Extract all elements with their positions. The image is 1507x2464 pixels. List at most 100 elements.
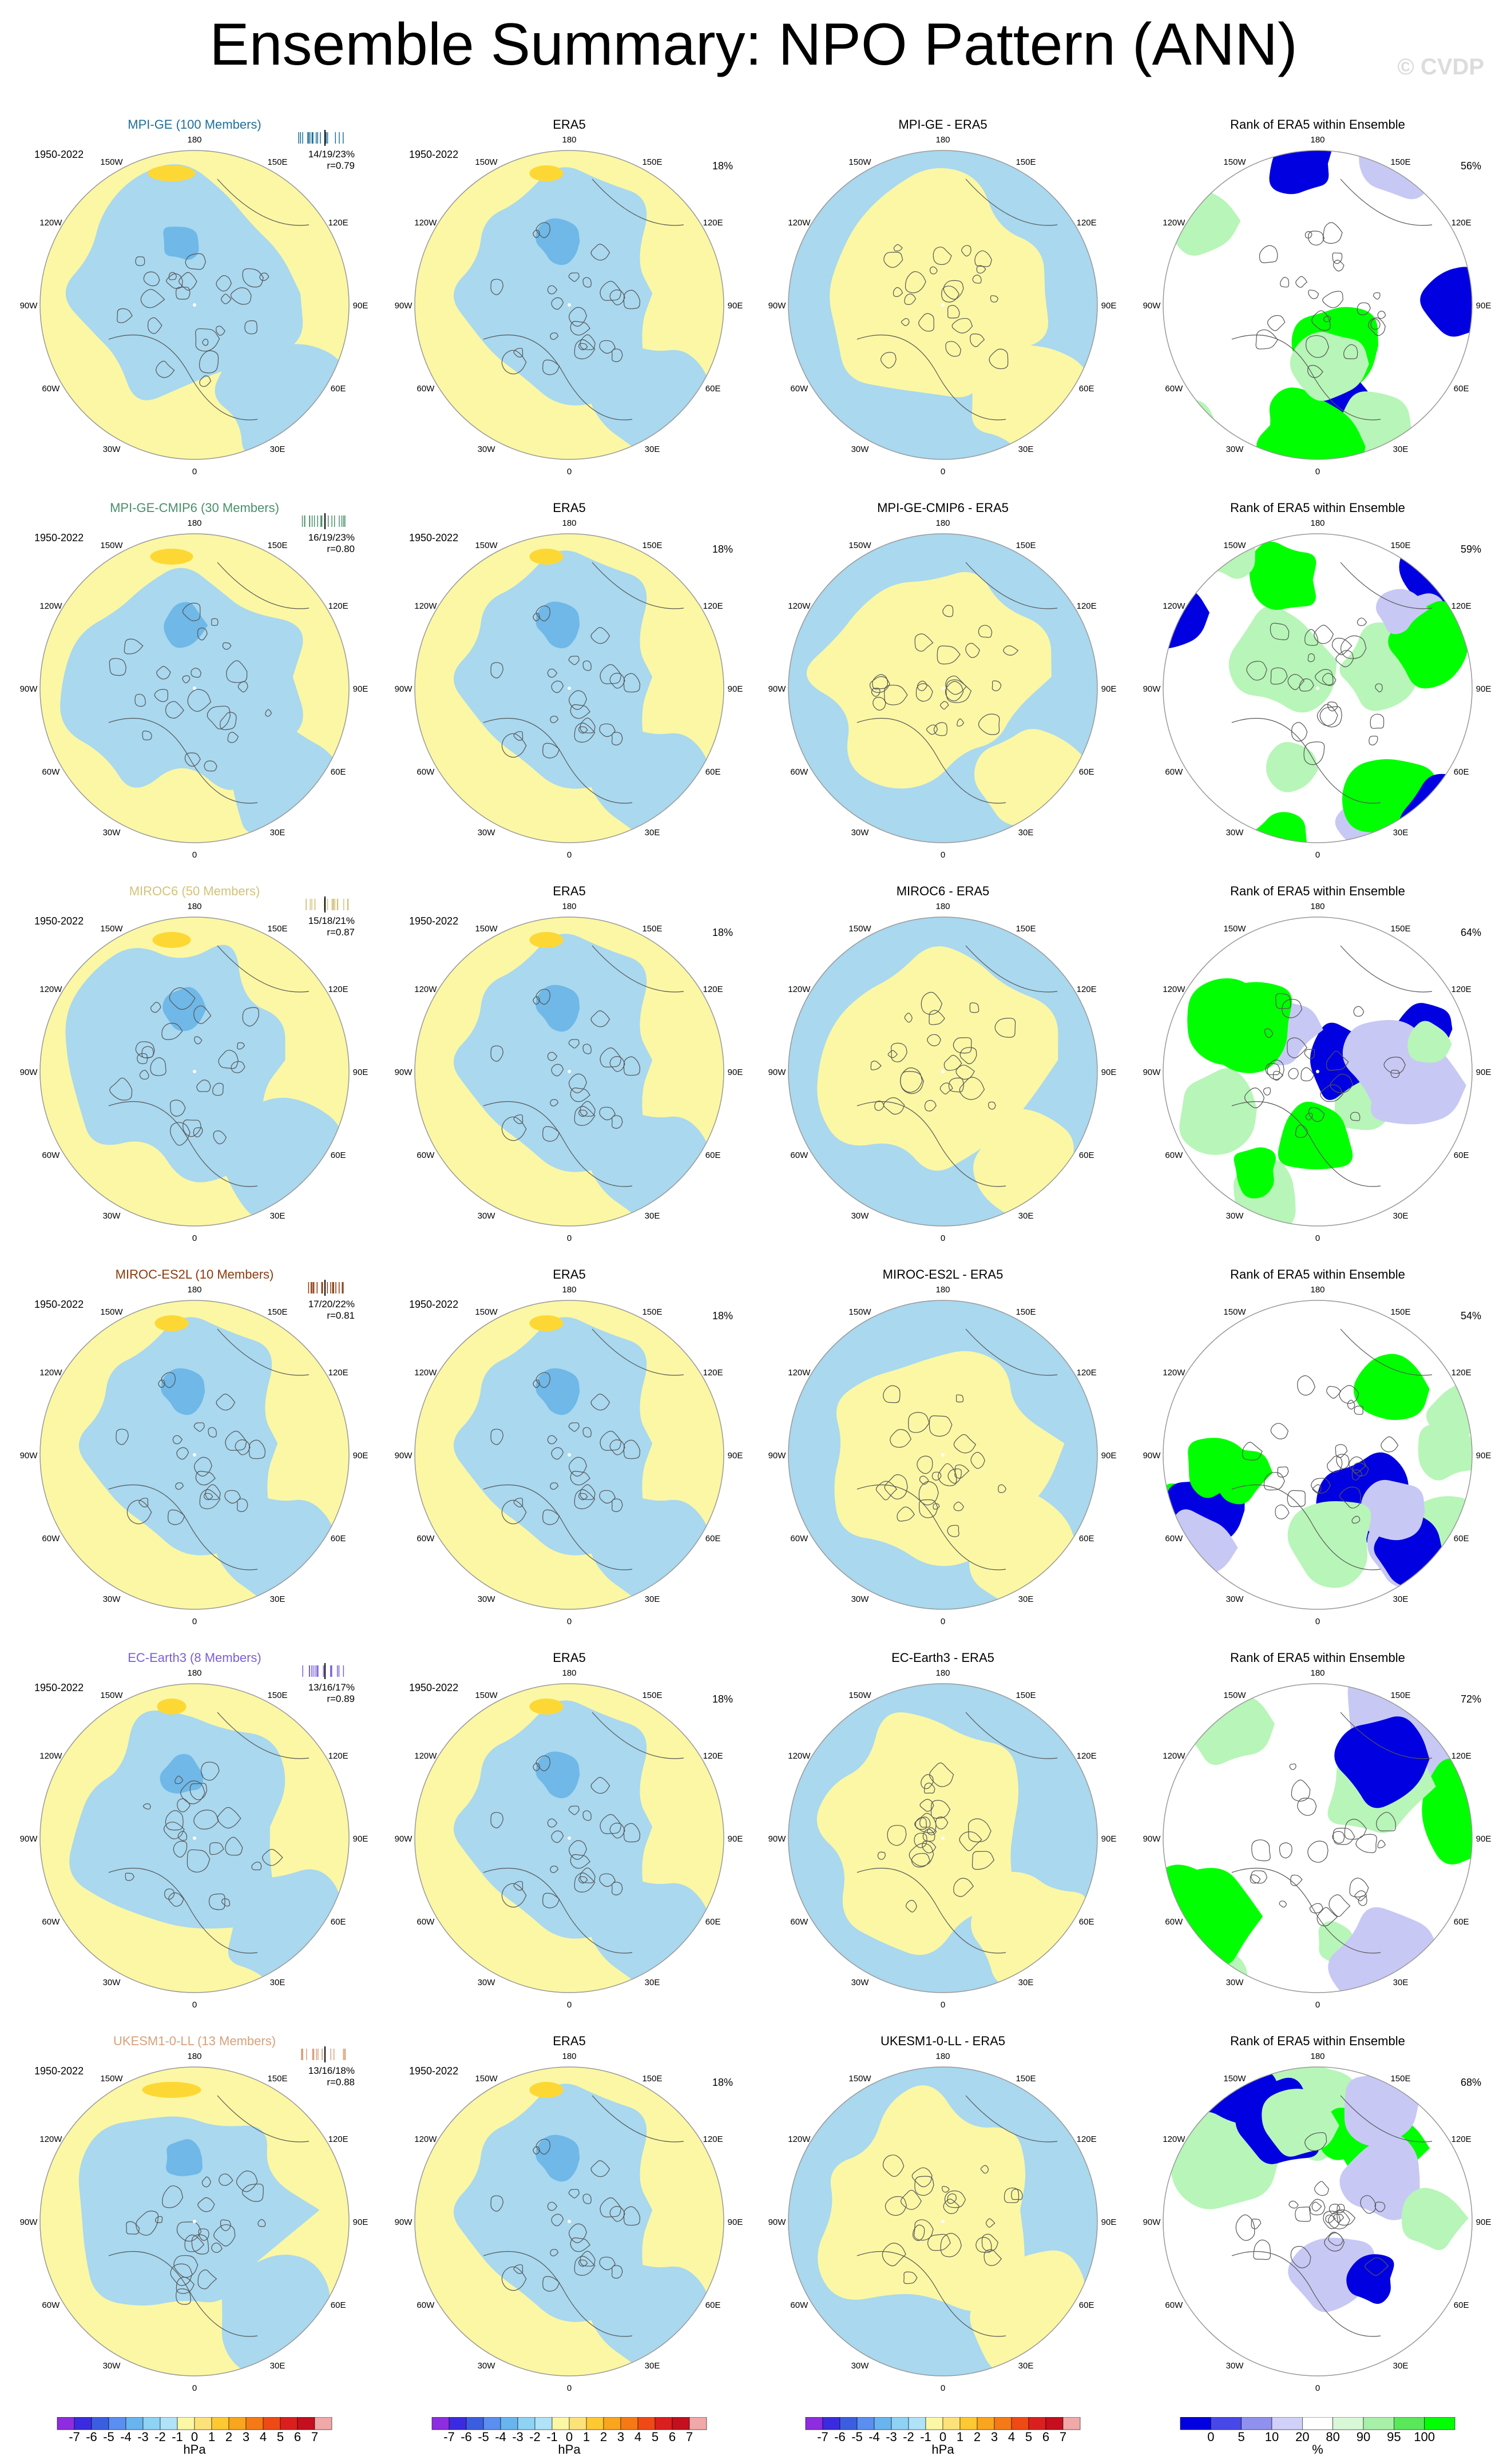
longitude-label: 30W <box>478 1211 496 1221</box>
longitude-label: 30E <box>1393 1211 1409 1221</box>
longitude-label: 60E <box>331 2300 346 2310</box>
longitude-label: 90E <box>728 1451 743 1461</box>
anomaly-region <box>971 345 1097 456</box>
colorbar-tick: 0 <box>939 2430 946 2444</box>
longitude-label: 150W <box>475 2074 498 2084</box>
longitude-label: 90W <box>20 1451 38 1461</box>
longitude-label: 0 <box>567 1617 572 1626</box>
map-boundary <box>39 2066 350 2376</box>
longitude-label: 60E <box>1079 1917 1094 1927</box>
longitude-label: 60W <box>42 2300 60 2310</box>
positive-anomaly-region <box>529 932 564 948</box>
map-boundary <box>788 150 1098 460</box>
longitude-label: 60W <box>1165 1917 1183 1927</box>
longitude-label: 180 <box>562 135 576 145</box>
rank-pct: 59% <box>1461 543 1482 555</box>
longitude-label: 180 <box>935 135 950 145</box>
longitude-label: 90W <box>768 1834 787 1844</box>
longitude-label: 30E <box>270 445 285 454</box>
longitude-label: 150E <box>642 157 662 167</box>
longitude-label: 30W <box>478 828 496 838</box>
colorbar-swatch <box>908 2417 926 2430</box>
longitude-label: 30E <box>1018 1211 1034 1221</box>
diff-map: 180 150E 120E 90E 60E 30E 0 30W 60W 90W 120W 150W <box>768 1668 1117 2010</box>
pct-variance-stats: 13/16/17% <box>308 1682 355 1693</box>
longitude-label: 150W <box>848 924 871 934</box>
longitude-label: 150E <box>1016 1307 1036 1317</box>
colorbar-swatch <box>108 2417 126 2430</box>
longitude-label: 60E <box>1454 1917 1469 1927</box>
pct-variance-stats: 14/19/23% <box>308 149 355 160</box>
longitude-label: 30E <box>1018 2361 1034 2371</box>
longitude-label: 180 <box>562 518 576 528</box>
longitude-label: 180 <box>187 135 201 145</box>
colorbar-swatch <box>194 2417 212 2430</box>
longitude-label: 180 <box>1310 902 1324 911</box>
longitude-label: 60E <box>1454 2300 1469 2310</box>
longitude-label: 60E <box>331 1917 346 1927</box>
colorbar-swatch <box>994 2417 1012 2430</box>
longitude-label: 150E <box>267 1307 287 1317</box>
longitude-label: 0 <box>941 467 945 477</box>
difference-panel-title: MPI-GE-CMIP6 - ERA5 <box>877 501 1009 515</box>
longitude-label: 150E <box>1390 157 1410 167</box>
longitude-label: 0 <box>941 1233 945 1243</box>
colorbar-tick: -3 <box>886 2430 897 2444</box>
diff-map: 180 150E 120E 90E 60E 30E 0 30W 60W 90W 120W 150W <box>768 518 1117 860</box>
strong-anomaly-region <box>536 1368 580 1415</box>
map-boundary <box>39 150 350 460</box>
period-label: 1950-2022 <box>409 149 459 160</box>
colorbar-swatch <box>1332 2417 1364 2430</box>
strong-anomaly-region <box>536 2134 580 2182</box>
colorbar-swatch <box>1241 2417 1272 2430</box>
rank-panel-title: Rank of ERA5 within Ensemble <box>1230 1650 1405 1665</box>
colorbar-tick: 6 <box>1042 2430 1049 2444</box>
longitude-label: 120W <box>1163 601 1185 611</box>
longitude-label: 120E <box>1077 2134 1097 2144</box>
longitude-label: 180 <box>187 902 201 911</box>
longitude-label: 150W <box>100 1691 123 1700</box>
longitude-label: 120W <box>1163 2134 1185 2144</box>
colorbar-swatch <box>959 2417 978 2430</box>
longitude-label: 60E <box>1079 384 1094 394</box>
longitude-label: 150W <box>848 541 871 550</box>
member-spread-glyph <box>301 2046 346 2062</box>
era5-panel-title: ERA5 <box>553 1267 586 1281</box>
anomaly-region <box>453 2084 653 2322</box>
colorbar-swatch <box>74 2417 92 2430</box>
colorbar-swatch <box>977 2417 995 2430</box>
colorbar-swatch <box>1394 2417 1425 2430</box>
longitude-label: 60W <box>790 767 808 777</box>
credit-label: © CVDP <box>1397 54 1484 80</box>
colorbar-swatch <box>672 2417 690 2430</box>
strong-anomaly-region <box>163 227 199 260</box>
rank-region <box>1290 332 1369 401</box>
longitude-label: 30W <box>851 2361 870 2371</box>
colorbar-swatch <box>925 2417 943 2430</box>
longitude-label: 120E <box>703 1751 723 1761</box>
longitude-label: 60E <box>331 767 346 777</box>
longitude-label: 30E <box>1018 1978 1034 1987</box>
longitude-label: 180 <box>187 2052 201 2061</box>
longitude-label: 90E <box>1101 1068 1117 1077</box>
colorbar-tick: 95 <box>1387 2430 1401 2444</box>
rank-region <box>1249 541 1316 610</box>
longitude-label: 150W <box>100 541 123 550</box>
colorbar-hpa: -7 -6 -5 -4 -3 -2 -1 0 1 2 3 4 5 6 7 hPa <box>431 2417 707 2457</box>
colorbar-swatch <box>297 2417 315 2430</box>
era5-pct-variance: 18% <box>712 1310 733 1322</box>
colorbar-swatch <box>534 2417 553 2430</box>
period-label: 1950-2022 <box>409 1682 459 1693</box>
period-label: 1950-2022 <box>409 532 459 543</box>
map-boundary <box>1163 533 1473 843</box>
longitude-label: 30E <box>645 1978 660 1987</box>
era5-panel-title: ERA5 <box>553 1650 586 1665</box>
era5-pct-variance: 18% <box>712 2077 733 2088</box>
longitude-label: 30E <box>1393 2361 1409 2371</box>
longitude-label: 150W <box>475 924 498 934</box>
longitude-label: 120W <box>414 985 437 994</box>
rank-panel-title: Rank of ERA5 within Ensemble <box>1230 1267 1405 1281</box>
period-label: 1950-2022 <box>34 532 84 543</box>
map-boundary <box>788 916 1098 1227</box>
model-map: 180 150E 120E 90E 60E 30E 0 30W 60W 90W 120W 150W <box>20 518 368 860</box>
